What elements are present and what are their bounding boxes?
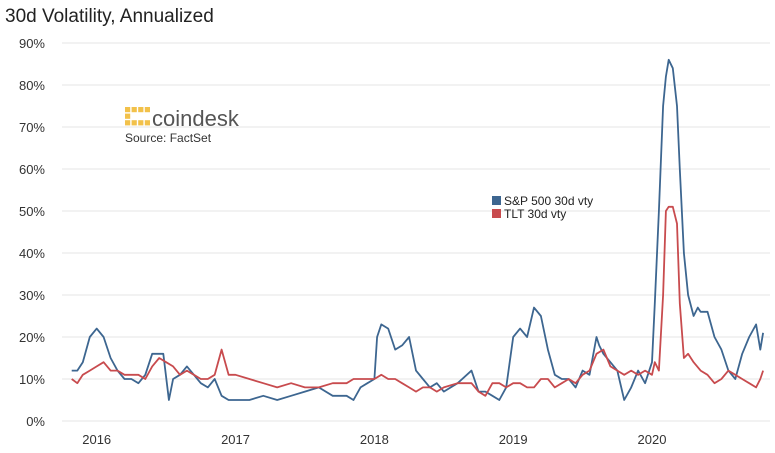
chart-title: 30d Volatility, Annualized xyxy=(5,6,214,27)
logo-square xyxy=(138,120,144,126)
y-tick-label: 40% xyxy=(19,246,45,261)
y-axis: 0% 10% 20% 30% 40% 50% 60% 70% 80% 90% xyxy=(19,36,45,429)
logo-square xyxy=(144,107,150,113)
legend-label-sp500: S&P 500 30d vty xyxy=(504,194,593,208)
logo-square xyxy=(125,120,131,126)
x-tick-label: 2016 xyxy=(82,432,111,447)
y-tick-label: 0% xyxy=(26,414,45,429)
logo-square xyxy=(131,107,137,113)
x-tick-label: 2017 xyxy=(221,432,250,447)
y-tick-label: 70% xyxy=(19,120,45,135)
x-tick-label: 2018 xyxy=(360,432,389,447)
y-tick-label: 10% xyxy=(19,372,45,387)
y-tick-label: 50% xyxy=(19,204,45,219)
y-tick-label: 20% xyxy=(19,330,45,345)
y-tick-label: 90% xyxy=(19,36,45,51)
brand-name: coindesk xyxy=(152,106,240,131)
series-line-tlt xyxy=(71,205,764,397)
x-tick-label: 2019 xyxy=(499,432,528,447)
legend: S&P 500 30d vty TLT 30d vty xyxy=(492,194,593,221)
legend-swatch-tlt xyxy=(492,209,501,218)
legend-swatch-sp500 xyxy=(492,196,501,205)
x-tick-label: 2020 xyxy=(638,432,667,447)
logo-square xyxy=(125,107,131,113)
x-axis: 2016 2017 2018 2019 2020 xyxy=(82,432,666,447)
source-note: Source: FactSet xyxy=(125,131,212,145)
logo-square xyxy=(131,120,137,126)
y-tick-label: 60% xyxy=(19,162,45,177)
logo-square xyxy=(144,120,150,126)
series-lines xyxy=(71,58,764,401)
series-line-sp500 xyxy=(71,58,764,401)
gridlines xyxy=(62,42,770,422)
watermark: coindesk Source: FactSet xyxy=(125,106,240,145)
logo-square xyxy=(138,107,144,113)
y-tick-label: 30% xyxy=(19,288,45,303)
coindesk-logo-icon xyxy=(125,107,150,126)
legend-label-tlt: TLT 30d vty xyxy=(504,207,566,221)
logo-square xyxy=(125,113,131,119)
y-tick-label: 80% xyxy=(19,78,45,93)
